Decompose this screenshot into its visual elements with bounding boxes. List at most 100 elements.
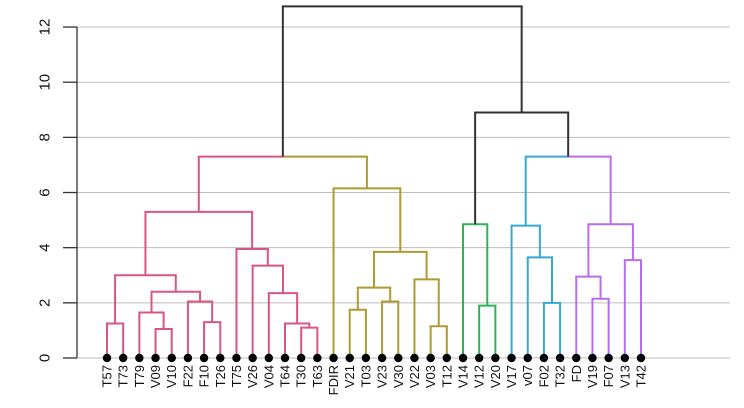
leaf-label: V14 xyxy=(456,365,471,388)
leaf-label: V22 xyxy=(407,365,422,388)
merge-a9 xyxy=(284,322,311,358)
leaf-label: F02 xyxy=(536,365,551,387)
leaf-dot xyxy=(345,353,354,363)
merge-d2 xyxy=(526,256,553,358)
y-tick-label: 10 xyxy=(37,74,54,91)
leaf-dot xyxy=(216,353,225,363)
leaf-dot xyxy=(296,353,306,363)
leaf-label: V26 xyxy=(245,365,260,388)
merge-d3 xyxy=(510,224,541,358)
leaf-label: V23 xyxy=(375,365,390,388)
merge-e1 xyxy=(591,297,610,358)
merge-ab xyxy=(197,155,368,212)
leaf-dot xyxy=(394,353,403,363)
merge-a3 xyxy=(138,311,165,358)
merge-a5 xyxy=(186,300,214,358)
leaf-label: FD xyxy=(569,365,584,382)
leaf-dot xyxy=(361,353,371,363)
merge-a11 xyxy=(251,264,284,358)
leaf-dot xyxy=(232,353,241,363)
merge-c2 xyxy=(462,223,489,358)
merge-b5 xyxy=(413,278,440,358)
leaf-dot xyxy=(474,353,484,363)
leaf-dot xyxy=(555,353,565,363)
y-tick-label: 6 xyxy=(37,188,54,196)
leaf-dot xyxy=(636,353,646,363)
leaf-label: V12 xyxy=(472,365,487,388)
leaf-label: T63 xyxy=(310,365,325,387)
leaf-dot xyxy=(313,353,322,363)
leaf-label: FDIR xyxy=(326,365,341,395)
merge-a1 xyxy=(106,322,125,358)
merge-b1 xyxy=(348,308,367,358)
leaf-dot xyxy=(135,353,144,363)
merge-d1 xyxy=(542,301,562,358)
leaf-label: T57 xyxy=(100,365,115,387)
merge-b6 xyxy=(373,250,428,288)
leaf-label: V13 xyxy=(617,365,632,388)
leaf-dot xyxy=(102,353,112,363)
leaf-dot xyxy=(151,353,160,363)
leaf-dot xyxy=(377,353,387,363)
y-tick-label: 0 xyxy=(37,354,54,362)
merge-c1 xyxy=(478,304,497,358)
leaf-label: V09 xyxy=(148,365,163,388)
y-tick-label: 8 xyxy=(37,133,54,141)
leaf-label: T30 xyxy=(294,365,309,387)
leaf-dot xyxy=(507,353,516,363)
merge-a8 xyxy=(300,326,319,358)
leaf-label: V19 xyxy=(585,365,600,388)
leaf-label: v07 xyxy=(520,365,535,386)
merge-b3 xyxy=(356,286,392,310)
leaf-label: F10 xyxy=(197,365,212,387)
leaf-dot xyxy=(458,353,468,363)
gridlines xyxy=(77,26,730,359)
merge-e2 xyxy=(575,275,602,358)
merge-e3 xyxy=(623,259,642,358)
leaf-label: T73 xyxy=(116,365,131,387)
merge-de xyxy=(524,155,612,226)
leaf-dot xyxy=(604,353,613,363)
leaf-dot xyxy=(572,353,581,363)
leaf-dot xyxy=(410,353,419,363)
leaf-label: T42 xyxy=(634,365,649,387)
leaf-label: T64 xyxy=(278,365,293,387)
leaf-dot xyxy=(620,353,630,363)
leaf-dot xyxy=(539,353,549,363)
leaf-dot xyxy=(248,353,257,363)
leaf-dot xyxy=(442,353,452,363)
leaf-labels: T57 T73 T79 V09 V10 F22 F10 T26 T75 V26 V04 T64 T30 T… xyxy=(100,365,649,395)
leaf-label: T32 xyxy=(553,365,568,387)
leaf-dot xyxy=(280,353,290,363)
merge-a2 xyxy=(154,328,173,358)
leaf-dot xyxy=(118,353,128,363)
merge-e4 xyxy=(587,223,634,277)
merge-b7 xyxy=(332,187,402,358)
leaf-label: T03 xyxy=(358,365,373,387)
y-tick-label: 12 xyxy=(37,19,54,36)
leaf-dot xyxy=(588,353,597,363)
leaf-dot xyxy=(264,353,274,363)
leaf-label: F22 xyxy=(180,365,195,387)
leaf-label: T26 xyxy=(213,365,228,387)
merge-a7 xyxy=(114,274,177,324)
merge-root xyxy=(281,5,523,157)
leaf-label: V17 xyxy=(504,365,519,388)
merge-cde xyxy=(474,111,570,225)
leaf-label: T75 xyxy=(229,365,244,387)
leaf-dot xyxy=(329,353,338,363)
leaf-dot xyxy=(491,353,500,363)
leaf-label: V10 xyxy=(164,365,179,388)
y-axis: 0 2 4 6 8 10 12 xyxy=(37,19,78,362)
merge-a4 xyxy=(203,321,222,358)
leaf-markers xyxy=(102,353,646,363)
leaf-dot xyxy=(183,353,193,363)
leaf-label: V03 xyxy=(423,365,438,388)
leaf-label: T79 xyxy=(132,365,147,387)
merge-b4 xyxy=(429,325,448,358)
leaf-dot xyxy=(167,353,176,363)
merge-b2 xyxy=(381,300,400,358)
leaf-dot xyxy=(426,353,435,363)
leaf-label: F07 xyxy=(601,365,616,387)
leaf-dot xyxy=(523,353,532,363)
